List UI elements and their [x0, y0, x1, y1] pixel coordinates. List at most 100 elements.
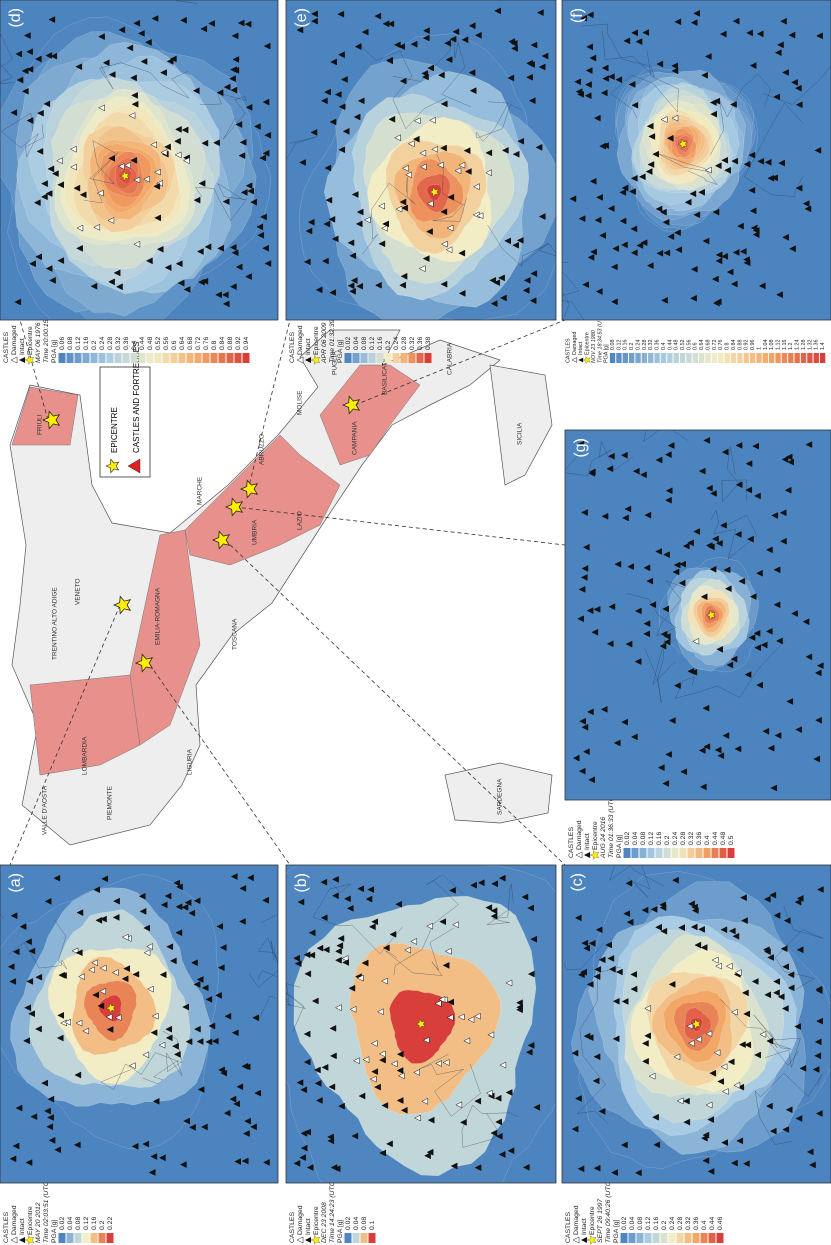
pga-swatch	[163, 353, 170, 363]
event-date: APR 06 2009	[321, 322, 328, 364]
pga-swatch	[171, 353, 178, 363]
pga-swatch	[59, 353, 66, 363]
pga-swatch	[369, 1233, 376, 1243]
legend-epicentre: Epicentre	[313, 326, 320, 355]
boundary-line	[644, 320, 696, 442]
pga-label: 0.28	[677, 1217, 684, 1230]
legend-intact: Intact	[584, 833, 591, 850]
pga-label: 0.24	[393, 337, 400, 350]
event-date: MAY 20 2012	[35, 1202, 42, 1243]
pga-label: 0.44	[667, 339, 673, 350]
pga-swatch	[724, 353, 729, 363]
pga-label: 0.92	[235, 337, 242, 350]
pga-swatch	[75, 353, 82, 363]
panel-label: (e)	[293, 8, 310, 28]
pga-swatch	[227, 353, 234, 363]
pga-label: 0.16	[656, 832, 663, 845]
damaged-symbol	[297, 357, 303, 363]
pga-swatch	[353, 353, 360, 363]
legend-title: CASTLES	[568, 827, 575, 858]
pga-swatch	[642, 353, 647, 363]
pga-label: 0.36	[693, 1217, 700, 1230]
legend-title: CASTLES	[3, 1212, 10, 1243]
pga-swatch	[139, 353, 146, 363]
pga-swatch	[656, 848, 663, 858]
pga-label: 0.36	[696, 832, 703, 845]
pga-swatch	[361, 1233, 368, 1243]
pga-label: 0.08	[640, 832, 647, 845]
pga-swatch	[107, 1233, 114, 1243]
region-label: PIEMONTE	[107, 785, 114, 820]
event-date: DEC 23 2008	[321, 1202, 328, 1243]
panel-map	[563, 320, 831, 800]
damaged-symbol	[573, 1237, 579, 1243]
panel-label: (c)	[569, 873, 586, 892]
pga-label: 0.12	[648, 832, 655, 845]
pga-swatch	[621, 1233, 628, 1243]
pga-label: 0.68	[705, 339, 711, 350]
pga-swatch	[147, 353, 154, 363]
pga-label: 0.4	[704, 835, 711, 845]
pga-label: 0.28	[107, 337, 114, 350]
pga-swatch	[610, 353, 615, 363]
panel-legend: CASTLESDamagedIntactEpicentreMAY 20 2012…	[3, 1179, 114, 1244]
pga-swatch	[393, 353, 400, 363]
pga-swatch	[674, 353, 679, 363]
pga-title: PGA [g]	[51, 339, 58, 363]
pga-label: 0.12	[83, 1217, 90, 1230]
epicentre-symbol	[25, 356, 34, 365]
pga-label: 0.02	[345, 1217, 352, 1230]
event-date: SEPT 26 1997	[597, 1199, 604, 1243]
pga-label: 0.12	[616, 339, 622, 350]
pga-label: 0.88	[227, 337, 234, 350]
pga-label: 1.24	[795, 339, 801, 350]
pga-label: 0.24	[669, 1217, 676, 1230]
pga-swatch	[648, 848, 655, 858]
pga-swatch	[664, 848, 671, 858]
pga-label: 0.02	[345, 337, 352, 350]
pga-label: 0.52	[155, 337, 162, 350]
pga-label: 0.94	[243, 337, 250, 350]
pga-title: PGA [g]	[613, 1219, 620, 1243]
pga-label: 0.72	[195, 337, 202, 350]
pga-swatch	[75, 1233, 82, 1243]
legend-damaged: Damaged	[572, 332, 578, 355]
damaged-symbol	[11, 357, 17, 363]
pga-label: 0.2	[629, 342, 635, 350]
pga-swatch	[637, 1233, 644, 1243]
pga-swatch	[814, 353, 819, 363]
event-time: Time 09:40:26 (UTC)	[605, 1179, 612, 1243]
panel-label: (g)	[572, 438, 589, 458]
panel-legend: CASTLESDamagedIntactEpicentreSEPT 26 199…	[565, 1179, 724, 1244]
pga-label: 0.52	[680, 339, 686, 350]
pga-swatch	[731, 353, 736, 363]
pga-label: 0.24	[635, 339, 641, 350]
pga-swatch	[211, 353, 218, 363]
region-label: TRENTINO ALTO ADIGE	[52, 587, 59, 660]
pga-label: 0.28	[680, 832, 687, 845]
pga-title: PGA [g]	[51, 1219, 58, 1243]
pga-label: 0.08	[637, 1217, 644, 1230]
map-legend-epicentre: EPICENTRE	[110, 407, 119, 453]
pga-label: 0.02	[621, 1217, 628, 1230]
pga-swatch	[769, 353, 774, 363]
region-label: CAMPANIA	[352, 421, 359, 455]
pga-swatch	[409, 353, 416, 363]
pga-swatch	[672, 848, 679, 858]
pga-label: 0.32	[688, 832, 695, 845]
pga-label: 0.38	[425, 337, 432, 350]
pga-swatch	[624, 848, 631, 858]
pga-swatch	[701, 1233, 708, 1243]
pga-label: 0.68	[187, 337, 194, 350]
map-legend-box	[100, 367, 150, 477]
pga-label: 0.44	[139, 337, 146, 350]
pga-swatch	[629, 1233, 636, 1243]
pga-label: 0.04	[353, 1217, 360, 1230]
legend-damaged: Damaged	[297, 325, 304, 355]
pga-label: 0.2	[99, 1220, 106, 1230]
pga-label: 0.5	[728, 835, 735, 845]
region-label: VENETO	[75, 578, 82, 605]
pga-title: PGA [g]	[337, 1219, 344, 1243]
pga-swatch	[345, 1233, 352, 1243]
pga-label: 0.02	[624, 832, 631, 845]
